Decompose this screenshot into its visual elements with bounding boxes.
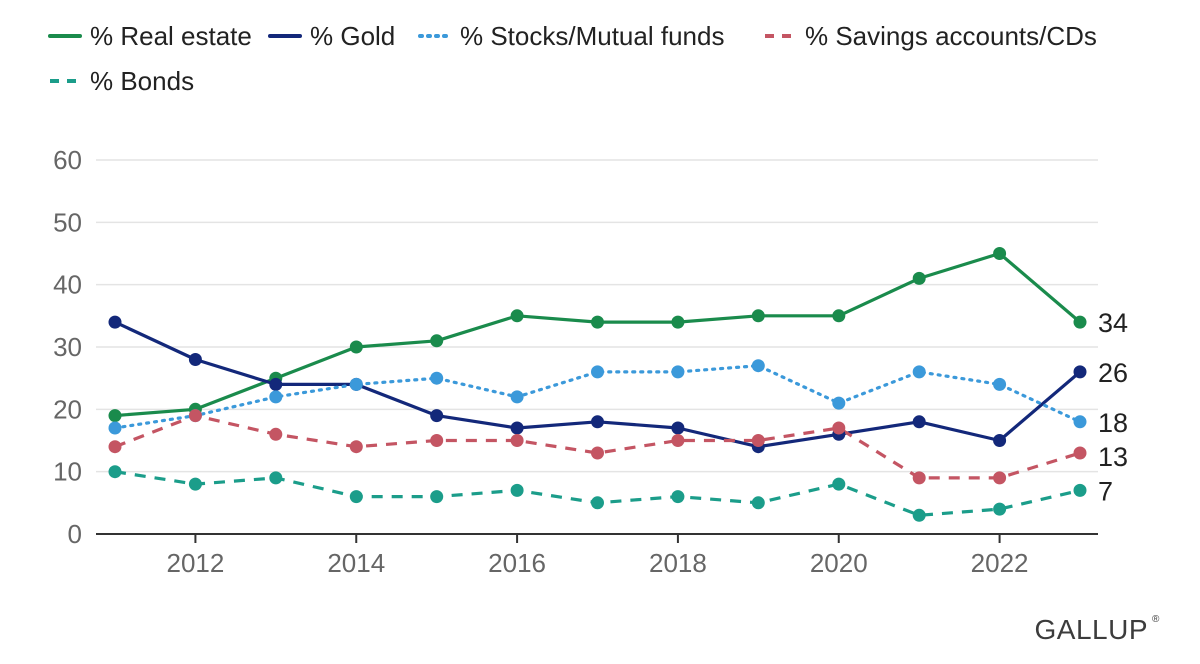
- data-point-gold-2011: [108, 315, 122, 329]
- data-point-stocks-mutual-funds-2011: [108, 421, 122, 435]
- x-tick-label: 2012: [166, 548, 224, 578]
- data-point-savings-accounts-cds-2017: [591, 446, 604, 460]
- data-point-bonds-2022: [993, 502, 1007, 516]
- y-tick-label: 60: [53, 145, 82, 175]
- end-labels: 34 26 18 13 7: [1098, 308, 1128, 506]
- y-axis: 0 10 20 30 40 50 60: [53, 145, 82, 549]
- end-label-gold: 26: [1098, 358, 1128, 388]
- x-tick-label: 2022: [971, 548, 1029, 578]
- end-label-bonds: 7: [1098, 476, 1113, 506]
- legend-label-stocks-mutual-funds: % Stocks/Mutual funds: [460, 21, 724, 51]
- data-point-bonds-2011: [108, 465, 122, 479]
- x-tick-label: 2016: [488, 548, 546, 578]
- data-point-real-estate-2019: [751, 309, 765, 323]
- gallup-logo: GALLUP: [1035, 614, 1149, 645]
- data-point-stocks-mutual-funds-2013: [269, 390, 283, 404]
- data-point-stocks-mutual-funds-2019: [751, 359, 765, 373]
- data-point-stocks-mutual-funds-2017: [591, 365, 604, 379]
- data-point-bonds-2016: [510, 483, 524, 497]
- data-point-gold-2021: [912, 415, 926, 429]
- data-point-gold-2022: [993, 434, 1007, 447]
- data-point-real-estate-2022: [993, 247, 1007, 260]
- x-tick-label: 2014: [327, 548, 385, 578]
- data-point-bonds-2014: [349, 490, 363, 504]
- logo-registered-mark: ®: [1152, 614, 1160, 625]
- data-point-gold-2017: [591, 415, 604, 429]
- data-point-savings-accounts-cds-2019: [751, 434, 765, 447]
- data-point-savings-accounts-cds-2020: [832, 421, 846, 435]
- data-point-stocks-mutual-funds-2014: [349, 377, 363, 391]
- data-point-gold-2016: [510, 421, 524, 435]
- data-point-stocks-mutual-funds-2022: [993, 377, 1007, 391]
- legend-label-real-estate: % Real estate: [90, 21, 252, 51]
- data-point-savings-accounts-cds-2014: [349, 440, 363, 454]
- x-axis: 2012 2014 2016 2018 2020 2022: [96, 533, 1098, 578]
- data-point-savings-accounts-cds-2021: [912, 471, 926, 485]
- data-point-savings-accounts-cds-2012: [188, 409, 202, 423]
- legend-label-bonds: % Bonds: [90, 66, 194, 96]
- data-point-real-estate-2021: [912, 271, 926, 285]
- legend-label-savings-accounts-cds: % Savings accounts/CDs: [805, 21, 1097, 51]
- y-tick-label: 10: [53, 457, 82, 487]
- data-point-bonds-2018: [671, 490, 685, 504]
- x-tick-label: 2018: [649, 548, 707, 578]
- y-tick-label: 0: [68, 519, 82, 549]
- data-point-real-estate-2015: [430, 334, 444, 348]
- data-point-savings-accounts-cds-2016: [510, 434, 524, 447]
- y-tick-label: 20: [53, 394, 82, 424]
- y-tick-label: 50: [53, 207, 82, 237]
- data-point-stocks-mutual-funds-2018: [671, 365, 685, 379]
- data-point-savings-accounts-cds-2023: [1073, 446, 1087, 460]
- data-point-gold-2015: [430, 409, 444, 423]
- data-point-bonds-2012: [188, 477, 202, 491]
- legend: % Real estate % Gold % Stocks/Mutual funds…: [48, 21, 1097, 96]
- y-tick-label: 30: [53, 332, 82, 362]
- data-point-bonds-2013: [269, 471, 283, 485]
- data-point-real-estate-2011: [108, 409, 122, 423]
- y-tick-label: 40: [53, 270, 82, 300]
- data-point-real-estate-2018: [671, 315, 685, 329]
- data-point-gold-2013: [269, 377, 283, 391]
- legend-label-gold: % Gold: [310, 21, 395, 51]
- series-line-real-estate: [113, 251, 1082, 418]
- data-point-bonds-2020: [832, 477, 846, 491]
- data-point-real-estate-2020: [832, 309, 846, 323]
- data-point-bonds-2021: [912, 508, 926, 522]
- data-point-stocks-mutual-funds-2016: [510, 390, 524, 404]
- data-point-real-estate-2017: [591, 315, 604, 329]
- x-tick-label: 2020: [810, 548, 868, 578]
- series-points: [108, 247, 1087, 522]
- gridlines: [96, 159, 1098, 473]
- end-label-real-estate: 34: [1098, 308, 1128, 338]
- data-point-bonds-2023: [1073, 483, 1087, 497]
- data-point-stocks-mutual-funds-2023: [1073, 415, 1087, 429]
- data-point-gold-2023: [1073, 365, 1087, 379]
- data-point-savings-accounts-cds-2018: [671, 434, 685, 447]
- data-point-savings-accounts-cds-2015: [430, 434, 444, 447]
- data-point-savings-accounts-cds-2013: [269, 427, 283, 441]
- end-label-stocks-mutual-funds: 18: [1098, 408, 1128, 438]
- data-point-stocks-mutual-funds-2021: [912, 365, 926, 379]
- data-point-stocks-mutual-funds-2020: [832, 396, 846, 410]
- data-point-real-estate-2014: [349, 340, 363, 354]
- data-point-bonds-2019: [751, 496, 765, 510]
- data-point-savings-accounts-cds-2011: [108, 440, 122, 454]
- data-point-bonds-2015: [430, 490, 444, 504]
- data-point-real-estate-2023: [1073, 315, 1087, 329]
- data-point-gold-2012: [188, 353, 202, 366]
- end-label-savings-accounts-cds: 13: [1098, 442, 1128, 472]
- data-point-real-estate-2016: [510, 309, 524, 323]
- data-point-savings-accounts-cds-2022: [993, 471, 1007, 485]
- data-point-stocks-mutual-funds-2015: [430, 371, 444, 385]
- data-point-bonds-2017: [591, 496, 604, 510]
- series-lines: [113, 251, 1082, 517]
- data-point-gold-2018: [671, 421, 685, 435]
